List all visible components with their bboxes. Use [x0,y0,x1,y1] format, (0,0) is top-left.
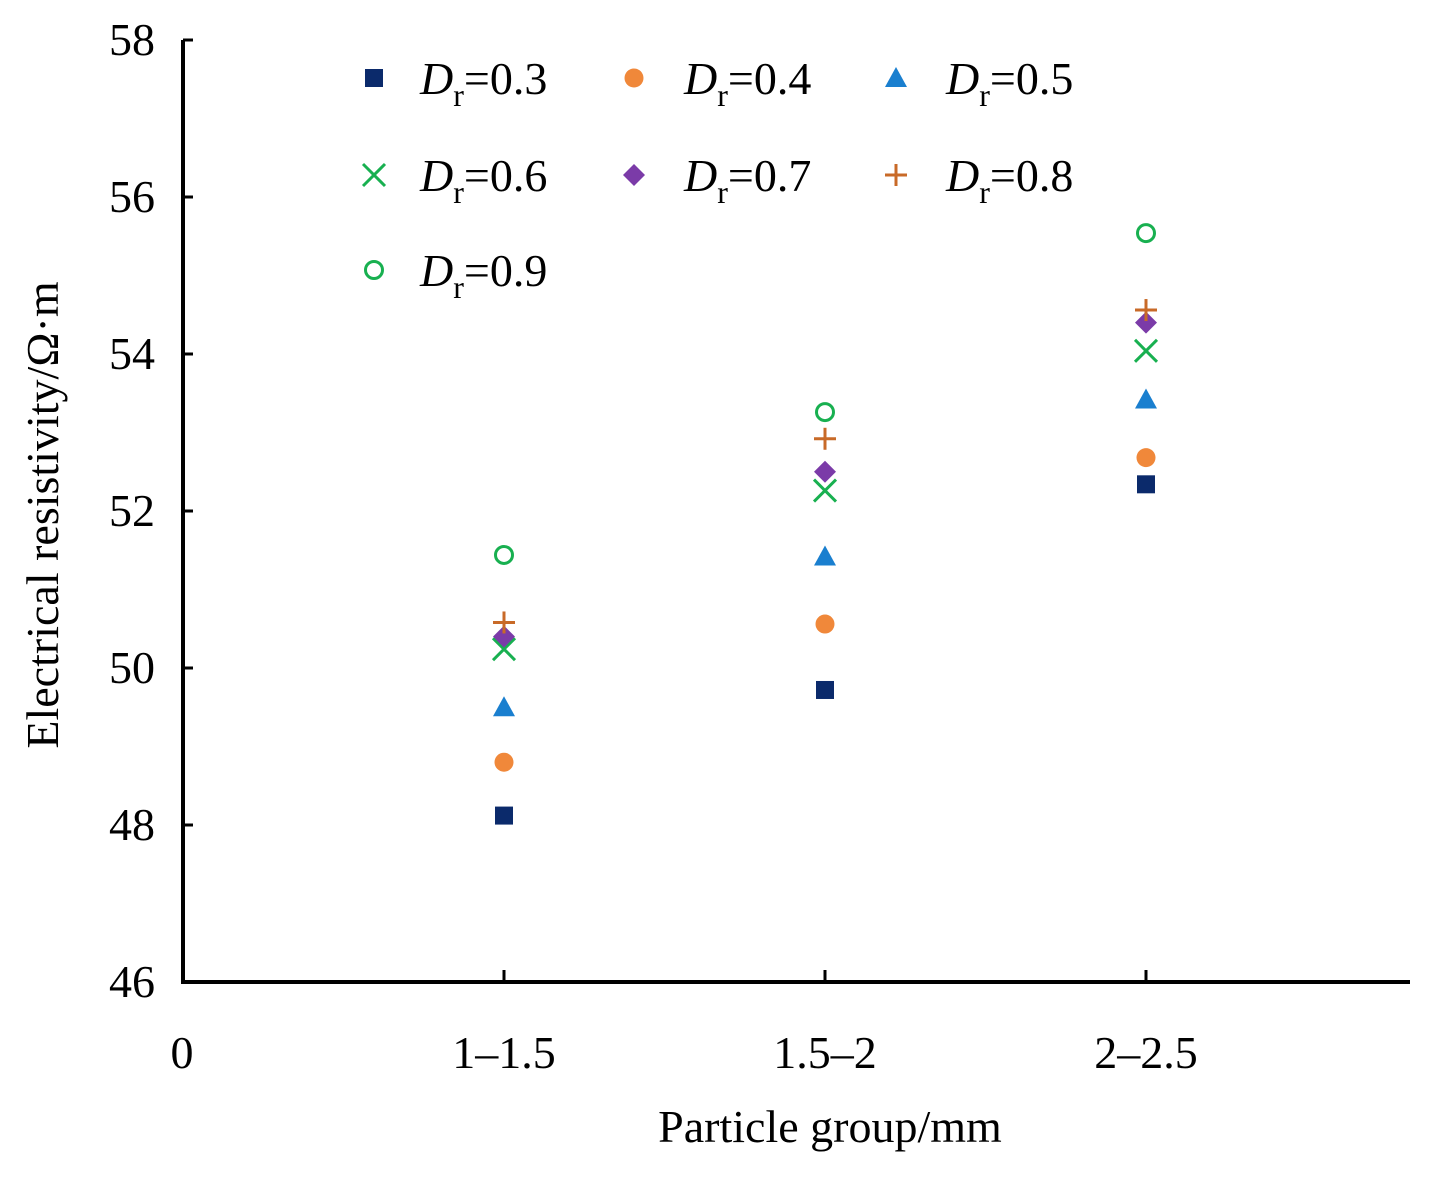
data-point-s0-c0 [495,806,513,825]
legend-marker-1 [624,68,644,88]
legend-marker-5 [885,164,907,186]
legend-value: =0.8 [990,150,1073,201]
legend-marker-6 [364,260,384,280]
data-point-s2-c2 [1135,388,1157,409]
y-ticks: 46 48 50 52 54 56 58 [109,14,193,1007]
legend-symbol: D [683,53,717,104]
data-point-s6-c2 [1136,223,1156,244]
data-point-s0-c1 [816,680,834,699]
y-tick-label: 48 [109,799,155,850]
legend-symbol: D [683,150,717,201]
legend-symbol: D [419,53,453,104]
legend-subscript: r [453,174,464,210]
legend-subscript: r [717,77,728,113]
y-tick-label: 50 [109,642,155,693]
legend-symbol: D [945,53,979,104]
legend-value: =0.6 [464,150,547,201]
legend-marker-0 [365,69,383,87]
data-point-s4-c1 [814,460,836,483]
legend-value: =0.3 [464,53,547,104]
data-point-s2-c1 [814,545,836,566]
legend-symbol: D [419,150,453,201]
data-point-s4-c2 [1135,311,1157,334]
data-point-s1-c0 [494,752,514,772]
legend: Dr=0.3 Dr=0.4 Dr=0.5Dr=0.6 Dr=0.7 Dr=0.8Dr=0… [361,53,1073,305]
legend-label-2: Dr=0.5 [945,53,1073,113]
data-point-s5-c1 [814,427,836,450]
y-tick-label: 58 [109,14,155,65]
legend-label-6: Dr=0.9 [419,245,547,305]
data-point-s1-c2 [1136,448,1156,468]
legend-value: =0.5 [990,53,1073,104]
legend-value: =0.7 [728,150,811,201]
legend-symbol: D [419,245,453,296]
data-point-s3-c0 [491,637,517,662]
legend-label-5: Dr=0.8 [945,150,1073,210]
data-points [491,223,1159,825]
x-tick-label: 1.5–2 [773,1027,877,1078]
legend-label-3: Dr=0.6 [419,150,547,210]
y-tick-label: 46 [109,956,155,1007]
legend-subscript: r [453,77,464,113]
data-point-s2-c0 [493,696,515,717]
y-tick-label: 52 [109,485,155,536]
data-point-s4-c0 [493,625,515,648]
legend-marker-2 [885,67,907,87]
y-tick-label: 54 [109,328,155,379]
legend-value: =0.9 [464,245,547,296]
legend-marker-4 [623,164,645,186]
data-point-s5-c0 [493,611,515,634]
legend-subscript: r [717,174,728,210]
y-tick-label: 56 [109,171,155,222]
legend-symbol: D [945,150,979,201]
x-ticks: 1–1.5 1.5–2 2–2.5 [452,970,1198,1078]
legend-label-1: Dr=0.4 [683,53,811,113]
data-point-s3-c2 [1133,338,1159,363]
data-point-s0-c2 [1137,475,1155,494]
data-point-s3-c1 [812,478,838,503]
legend-value: =0.4 [728,53,811,104]
data-point-s1-c1 [815,614,835,634]
legend-marker-3 [361,162,387,188]
legend-subscript: r [979,77,990,113]
legend-label-0: Dr=0.3 [419,53,547,113]
legend-subscript: r [453,269,464,305]
data-point-s6-c0 [494,544,514,565]
x-tick-label: 1–1.5 [452,1027,556,1078]
x-axis-title: Particle group/mm [658,1101,1002,1152]
x-origin-label: 0 [171,1027,194,1078]
legend-subscript: r [979,174,990,210]
x-tick-label: 2–2.5 [1094,1027,1198,1078]
y-axis-title: Electrical resistivity/Ω·m [17,281,68,748]
data-point-s5-c2 [1135,299,1157,322]
legend-label-4: Dr=0.7 [683,150,811,210]
data-point-s6-c1 [815,402,835,423]
